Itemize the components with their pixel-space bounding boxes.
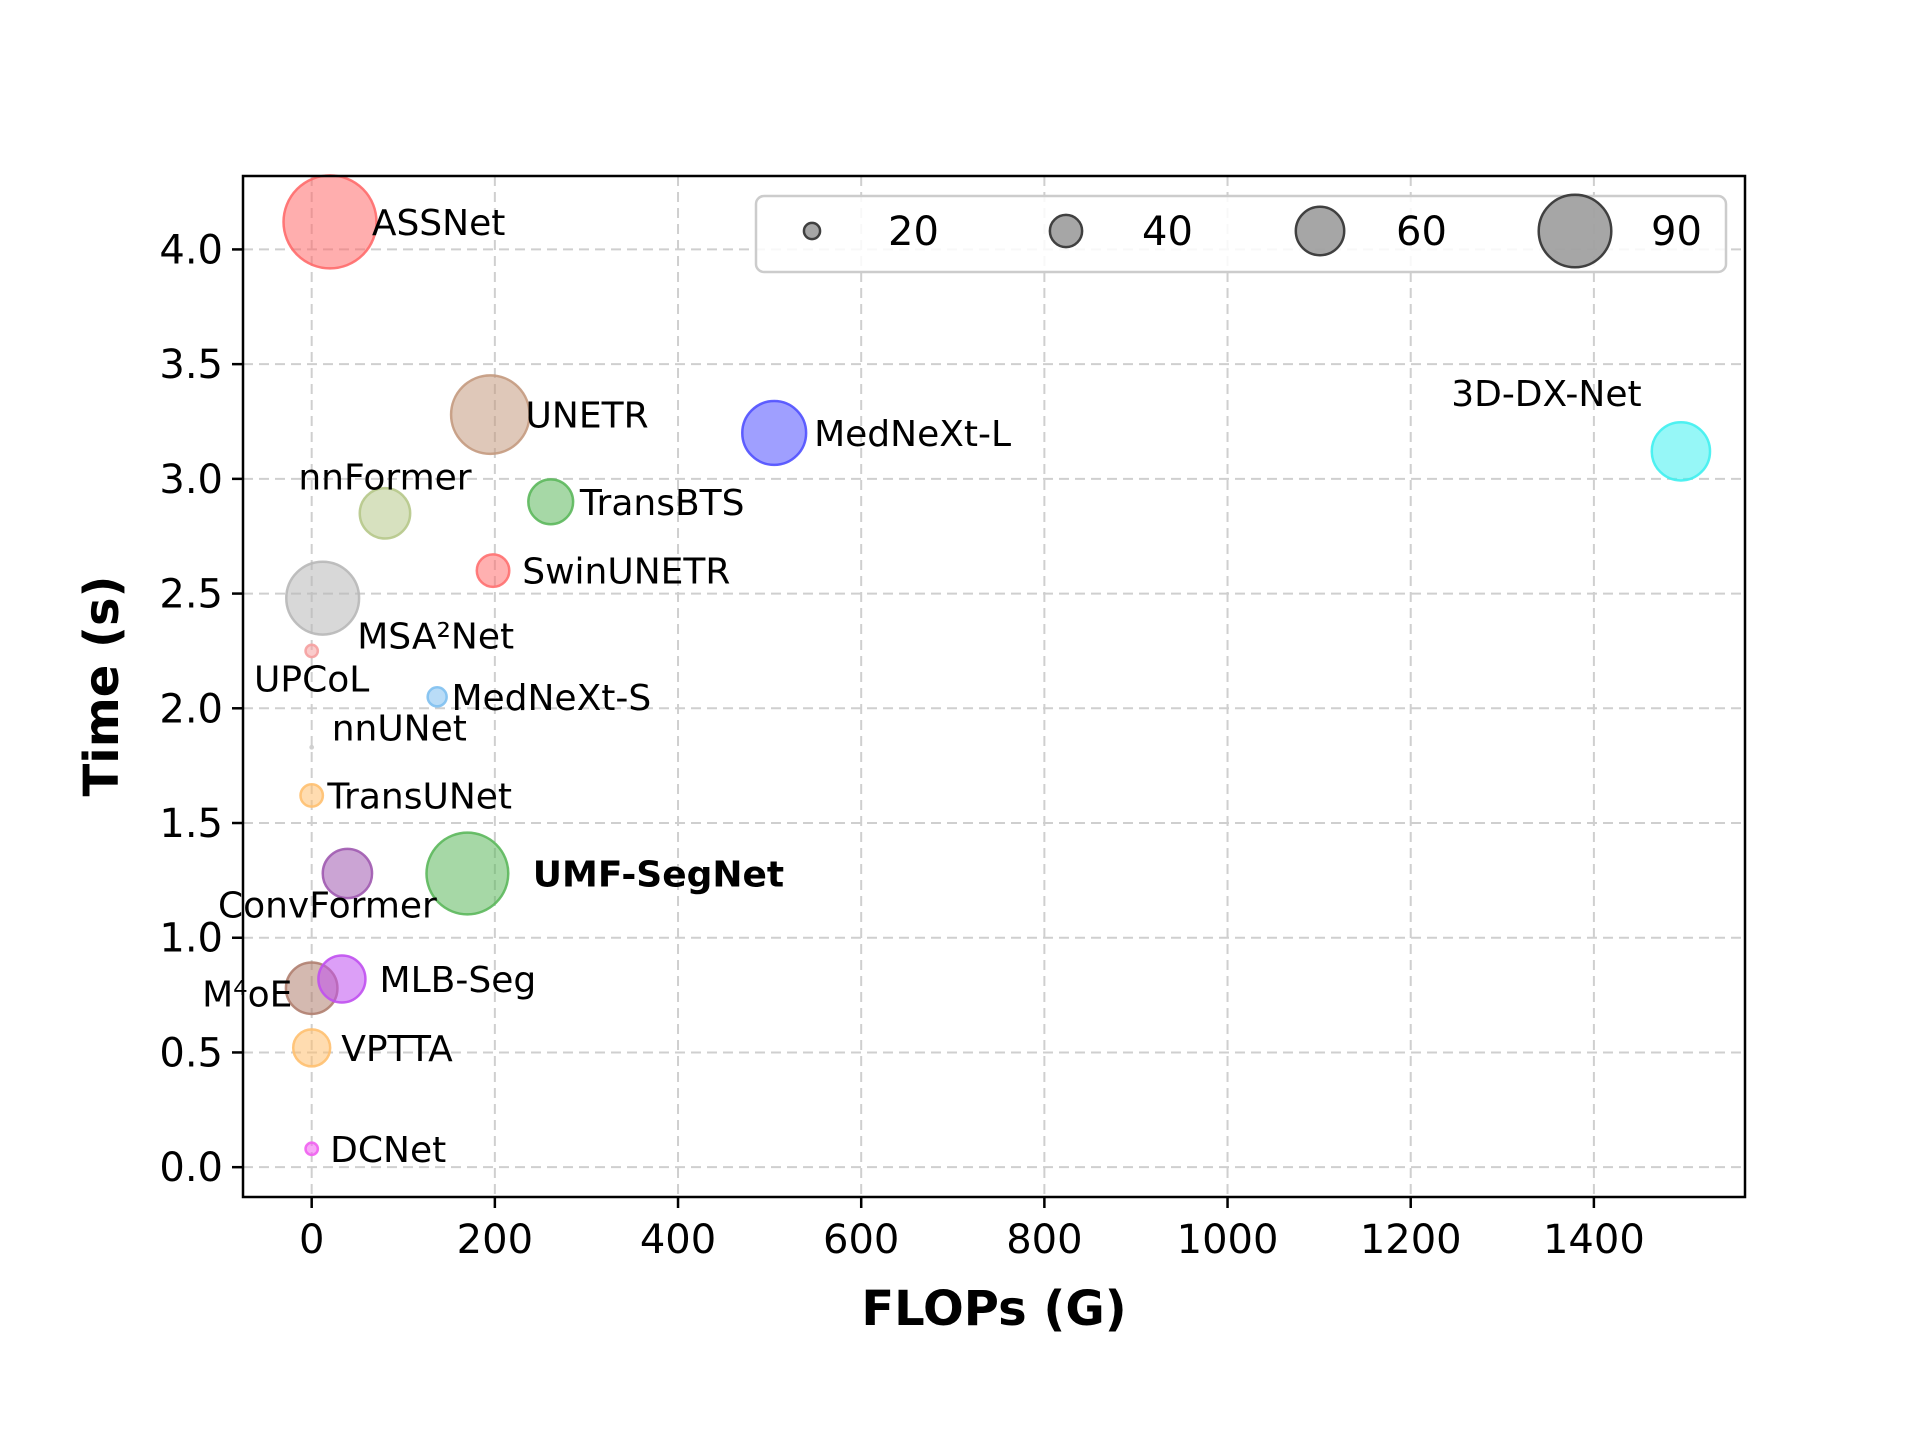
bubble-label: SwinUNETR xyxy=(522,552,730,593)
legend-box xyxy=(754,194,1728,274)
bubble-upcol xyxy=(304,643,320,659)
x-tick-label: 1400 xyxy=(1543,1217,1645,1263)
bubble-transunet xyxy=(299,783,325,808)
y-tick-label: 2.0 xyxy=(159,686,223,732)
bubble-mlb-seg xyxy=(317,954,367,1004)
x-tick-label: 800 xyxy=(1006,1217,1082,1263)
bubble-convformer xyxy=(321,847,374,900)
bubble-label: MedNeXt-L xyxy=(814,414,1011,455)
bubble-label: DCNet xyxy=(330,1130,446,1171)
bubble-label: M⁴oE xyxy=(202,974,292,1015)
bubble-3d-dx-net xyxy=(1650,420,1712,482)
legend-label: 90 xyxy=(1651,209,1702,255)
legend-size-marker xyxy=(1537,193,1613,269)
legend-size-marker xyxy=(802,221,822,241)
x-tick-label: 1200 xyxy=(1360,1217,1462,1263)
size-legend: 20 40 60 90 xyxy=(754,193,1728,274)
bubble-msa-net xyxy=(285,560,361,636)
bubble-dcnet xyxy=(304,1141,320,1157)
y-tick-label: 1.0 xyxy=(159,916,223,962)
bubble-umf-segnet xyxy=(425,831,510,916)
bubble-mednext-l xyxy=(741,399,808,467)
y-tick-label: 4.0 xyxy=(159,227,223,273)
bubble-label: MLB-Seg xyxy=(380,960,537,1001)
bubble-label: VPTTA xyxy=(341,1029,453,1070)
legend-label: 40 xyxy=(1142,209,1193,255)
bubble-unetr xyxy=(449,374,531,456)
bubble-mednext-s xyxy=(426,686,448,708)
legend-label: 20 xyxy=(888,209,939,255)
y-axis-title: Time (s) xyxy=(74,576,130,797)
bubble-transbts xyxy=(527,478,575,526)
legend-label: 60 xyxy=(1396,209,1447,255)
y-tick-label: 2.5 xyxy=(159,572,223,618)
bubble-label: UMF-SegNet xyxy=(533,854,784,895)
x-tick-label: 200 xyxy=(457,1217,533,1263)
y-tick-label: 3.5 xyxy=(159,342,223,388)
bubble-label: 3D-DX-Net xyxy=(1451,374,1641,415)
bubble-label: TransBTS xyxy=(579,483,745,524)
bubble-label: UNETR xyxy=(526,396,649,437)
bubble-label: TransUNet xyxy=(326,776,512,817)
bubble-label: ASSNet xyxy=(372,203,506,244)
bubble-label: nnFormer xyxy=(298,458,471,499)
bubbles xyxy=(282,174,1712,1157)
legend-size-marker xyxy=(1048,213,1084,249)
x-tick-label: 400 xyxy=(640,1217,716,1263)
x-tick-label: 0 xyxy=(299,1217,324,1263)
bubble-label: ConvFormer xyxy=(218,885,437,926)
axis-ticks: 0 200 400 600 800 1000 1200 1400 0.0 0.5 1.0 1.5 2.0… xyxy=(159,227,1644,1263)
bubble-labels: ASSNet UNETR MedNeXt-L 3D-DX-Net nnFormer Tra… xyxy=(202,203,1641,1171)
y-tick-label: 3.0 xyxy=(159,457,223,503)
bubble-swinunetr xyxy=(475,553,511,589)
bubble-assnet xyxy=(282,174,378,270)
bubble-label: MedNeXt-S xyxy=(451,678,651,719)
bubble-nnformer xyxy=(358,486,412,540)
bubble-nnunet xyxy=(309,744,315,750)
bubble-vptta xyxy=(291,1028,332,1068)
y-tick-label: 1.5 xyxy=(159,801,223,847)
x-tick-label: 1000 xyxy=(1177,1217,1279,1263)
bubble-label: nnUNet xyxy=(332,708,467,749)
bubble-label: MSA²Net xyxy=(357,616,514,657)
y-tick-label: 0.0 xyxy=(159,1145,223,1191)
y-tick-label: 0.5 xyxy=(159,1030,223,1076)
x-tick-label: 600 xyxy=(823,1217,899,1263)
bubble-label: UPCoL xyxy=(254,660,369,701)
legend-size-marker xyxy=(1294,205,1346,257)
plot-frame xyxy=(241,174,1747,1199)
x-axis-title: FLOPs (G) xyxy=(861,1281,1126,1337)
